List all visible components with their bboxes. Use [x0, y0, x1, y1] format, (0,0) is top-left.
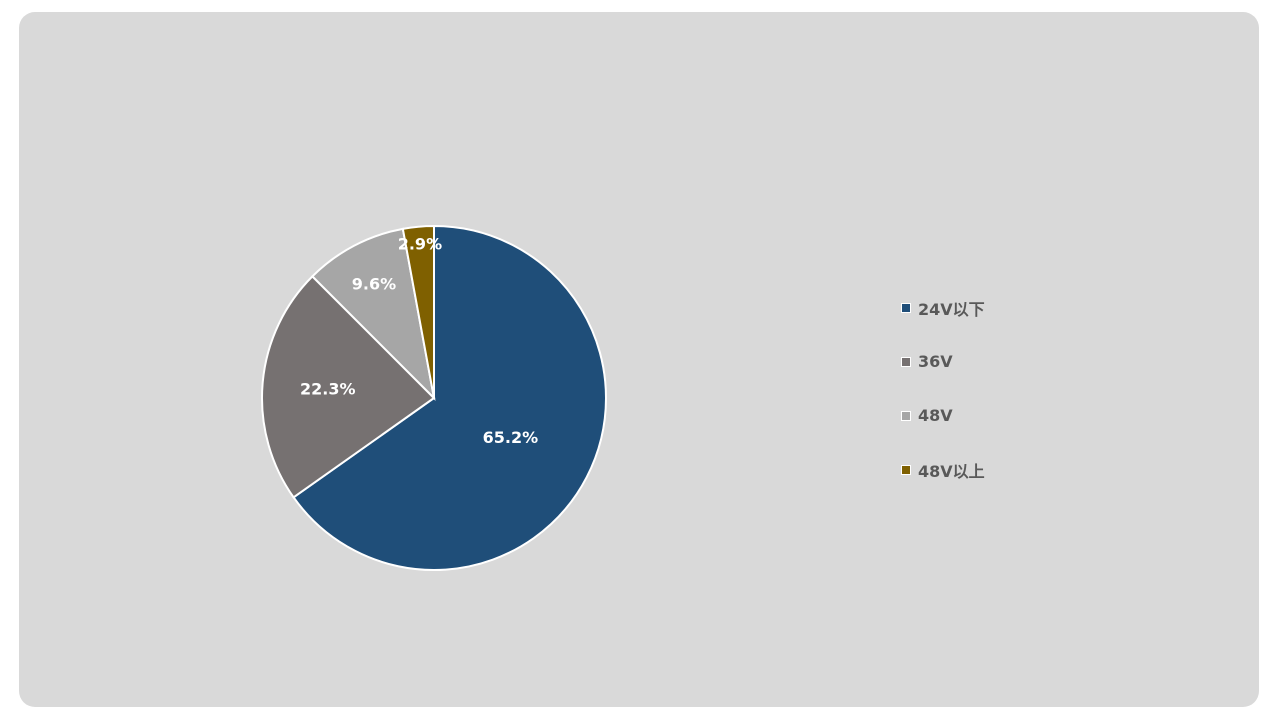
legend-swatch [901, 302, 911, 313]
pie-slice [261, 274, 436, 499]
legend-label: 24V以下 [918, 299, 985, 319]
legend-swatch [901, 356, 911, 367]
pie-slice [292, 224, 607, 571]
pie-data-label: 9.6% [352, 274, 396, 293]
legend-item: 48V以上 [901, 456, 985, 483]
pie-slices [261, 224, 607, 571]
legend-item: 36V [901, 348, 985, 375]
legend-swatch [901, 464, 911, 475]
legend-item: 24V以下 [901, 294, 985, 321]
pie-slice [310, 227, 436, 401]
chart-area [19, 12, 1259, 707]
legend-label: 48V [918, 406, 953, 425]
pie-slice [401, 224, 435, 399]
pie-data-label: 65.2% [483, 428, 539, 447]
legend-label: 48V以上 [918, 461, 985, 481]
pie-data-labels: 65.2% 22.3% 9.6% 2.9% [300, 234, 538, 447]
pie-data-label: 2.9% [398, 234, 442, 253]
legend-item: 48V [901, 402, 985, 429]
legend-swatch [901, 410, 911, 421]
pie-data-label: 22.3% [300, 379, 356, 398]
legend-label: 36V [918, 352, 953, 371]
legend: 24V以下 36V 48V 48V以上 [901, 294, 985, 510]
